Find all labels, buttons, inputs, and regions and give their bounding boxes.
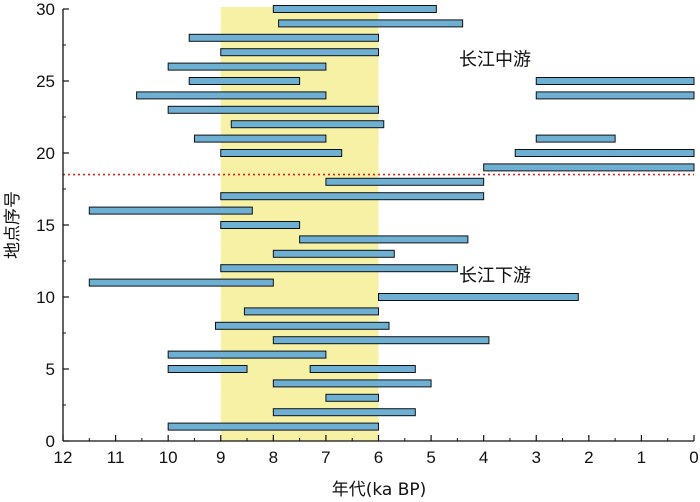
range-bar-site-28 xyxy=(188,33,379,42)
y-tick-label: 5 xyxy=(46,360,55,379)
range-bar-site-25 xyxy=(535,77,695,85)
range-bar-site-13 xyxy=(272,249,395,258)
x-tick-label: 9 xyxy=(216,448,225,467)
range-bar-site-6 xyxy=(167,350,327,359)
range-bar-site-5 xyxy=(309,365,416,373)
range-bar-site-23 xyxy=(167,105,379,114)
range-bar-site-27 xyxy=(220,48,379,57)
range-bar-site-21 xyxy=(193,134,327,143)
x-tick-label: 6 xyxy=(374,448,383,467)
range-bar-site-12 xyxy=(220,264,458,273)
x-tick-label: 5 xyxy=(426,448,435,467)
range-bar-site-3 xyxy=(325,393,379,402)
y-tick-label: 10 xyxy=(36,288,55,307)
range-bar-site-11 xyxy=(88,278,274,287)
range-bar-site-19 xyxy=(483,163,695,172)
axis-layer xyxy=(62,8,695,442)
x-tick-label: 7 xyxy=(321,448,330,467)
range-bar-site-26 xyxy=(167,62,327,71)
y-tick-label: 0 xyxy=(46,432,55,451)
range-bar-site-15 xyxy=(220,221,301,229)
range-bar-site-20 xyxy=(514,149,695,157)
range-bar-site-21 xyxy=(535,134,616,143)
range-bar-site-14 xyxy=(299,235,469,244)
range-bar-site-30 xyxy=(272,5,437,13)
range-bar-site-29 xyxy=(278,19,464,28)
range-bar-site-18 xyxy=(325,177,485,186)
range-bar-site-8 xyxy=(214,321,390,330)
range-bar-site-1 xyxy=(167,422,379,431)
annotation-middle-reach: 长江中游 xyxy=(459,49,531,70)
range-bar-site-17 xyxy=(220,192,485,201)
range-bar-site-22 xyxy=(230,120,385,129)
x-tick-label: 2 xyxy=(584,448,593,467)
x-tick-label: 8 xyxy=(269,448,278,467)
x-tick-label: 3 xyxy=(532,448,541,467)
y-tick-label: 15 xyxy=(36,216,55,235)
x-tick-label: 11 xyxy=(107,448,125,467)
y-axis-title: 地点序号 xyxy=(3,191,23,259)
y-tick-label: 20 xyxy=(36,144,55,163)
range-bar-site-7 xyxy=(272,336,490,345)
range-bar-site-25 xyxy=(188,77,301,85)
annotation-lower-reach: 长江下游 xyxy=(459,265,531,286)
x-tick-label: 0 xyxy=(689,448,698,467)
range-bar-site-4 xyxy=(272,379,432,388)
range-bar-site-2 xyxy=(272,408,416,417)
range-bar-site-20 xyxy=(220,149,343,157)
x-tick-label: 1 xyxy=(637,448,646,467)
y-tick-label: 25 xyxy=(36,72,55,91)
x-tick-label: 12 xyxy=(54,448,73,467)
y-tick-label: 30 xyxy=(36,0,55,19)
range-bar-site-10 xyxy=(378,293,579,301)
range-bar-site-5 xyxy=(167,365,248,373)
range-bar-site-24 xyxy=(535,91,695,100)
range-bar-site-16 xyxy=(88,206,253,215)
range-bar-site-9 xyxy=(243,307,379,316)
range-bar-site-24 xyxy=(136,91,327,100)
x-tick-label: 4 xyxy=(479,448,488,467)
x-axis-title: 年代(ka BP) xyxy=(332,480,427,500)
x-tick-label: 10 xyxy=(159,448,178,467)
bar-layer xyxy=(88,5,695,431)
